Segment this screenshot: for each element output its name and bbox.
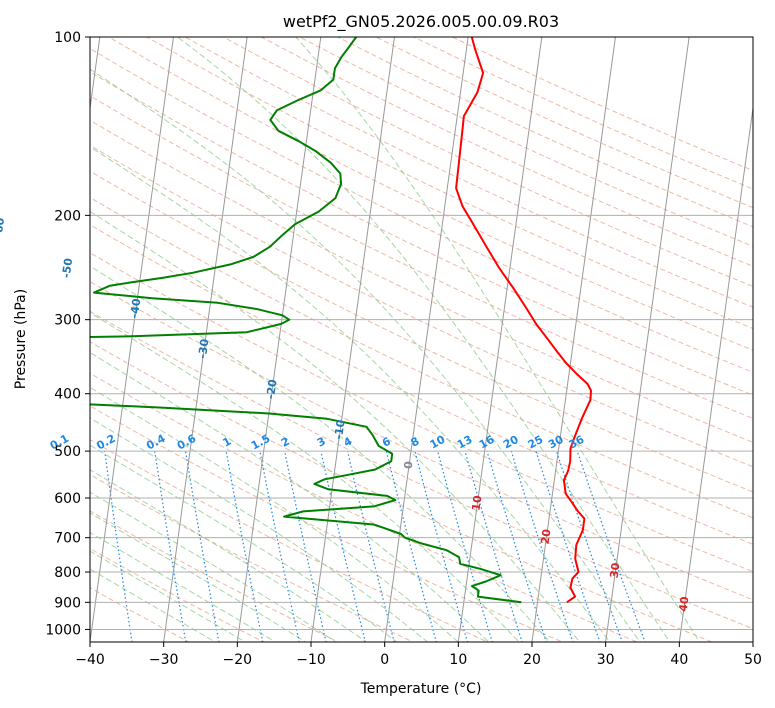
isotherms bbox=[90, 37, 753, 642]
moist-adiabat bbox=[90, 491, 337, 642]
y-axis-label: Pressure (hPa) bbox=[13, 289, 29, 389]
moist-adiabat bbox=[90, 550, 247, 642]
moist-adiabat bbox=[295, 37, 701, 642]
dry-adiabat bbox=[90, 310, 753, 630]
x-tick-label: 20 bbox=[523, 652, 541, 668]
dry-adiabat bbox=[90, 144, 753, 468]
chart-title: wetPf2_GN05.2026.005.00.09.R03 bbox=[283, 12, 559, 32]
isotherm-line bbox=[90, 37, 174, 642]
mixing-ratio-label: 20 bbox=[501, 433, 521, 452]
isotherm-line bbox=[752, 638, 753, 642]
isotherm-line bbox=[310, 37, 395, 642]
isotherm-label: -30 bbox=[196, 338, 212, 360]
y-tick-label: 200 bbox=[54, 208, 81, 224]
moist-adiabat bbox=[90, 531, 277, 642]
temperature-profile-line bbox=[455, 37, 592, 604]
dry-adiabat bbox=[90, 587, 190, 642]
isotherm-line bbox=[384, 37, 469, 642]
plot-frame bbox=[89, 36, 754, 643]
moist-adiabat bbox=[176, 37, 671, 642]
isotherm-label: 30 bbox=[608, 562, 623, 579]
isotherm-label: 20 bbox=[539, 528, 554, 545]
isotherm-label: -10 bbox=[332, 419, 348, 441]
x-tick-label: 40 bbox=[670, 652, 688, 668]
isotherm-label: -50 bbox=[60, 257, 76, 279]
pressure-gridlines bbox=[90, 37, 753, 630]
plot-background bbox=[90, 37, 753, 642]
y-tick-label: 1000 bbox=[45, 622, 81, 638]
dry-adiabat bbox=[90, 547, 265, 642]
isotherm-line bbox=[163, 37, 248, 642]
moist-adiabat bbox=[90, 68, 641, 642]
isotherm-line bbox=[236, 37, 322, 642]
moist-adiabat bbox=[90, 568, 217, 642]
x-axis-label: Temperature (°C) bbox=[360, 681, 482, 697]
isotherm-label: -60 bbox=[0, 217, 7, 239]
moist-adiabat bbox=[90, 265, 551, 642]
moist-adiabat bbox=[90, 386, 459, 642]
dry-adiabat bbox=[146, 37, 753, 330]
x-tick-label: −40 bbox=[75, 652, 105, 668]
x-tick-label: −20 bbox=[223, 652, 253, 668]
dry-adiabat bbox=[90, 48, 753, 373]
isotherm-label: 40 bbox=[677, 595, 692, 612]
dry-adiabat bbox=[90, 170, 753, 493]
x-tick-label: −30 bbox=[149, 652, 179, 668]
isotherm-line bbox=[457, 37, 543, 642]
isotherm-line bbox=[678, 104, 753, 642]
y-tick-label: 900 bbox=[54, 595, 81, 611]
y-tick-label: 700 bbox=[54, 531, 81, 547]
isotherm-line bbox=[531, 37, 616, 642]
mixing-ratio-label: 36 bbox=[567, 433, 587, 452]
moist-adiabat bbox=[90, 469, 368, 642]
dry-adiabat bbox=[90, 95, 753, 420]
isotherm-label: 0 bbox=[402, 460, 416, 470]
dry-adiabat bbox=[90, 405, 564, 642]
moist-adiabat bbox=[90, 146, 611, 642]
x-tick-label: 50 bbox=[744, 652, 762, 668]
isopleth-labels: -100-90-80-70-60-50-40-30-20-10010203040… bbox=[0, 217, 692, 613]
y-tick-label: 500 bbox=[54, 444, 81, 460]
x-tick-label: 30 bbox=[597, 652, 615, 668]
y-tick-label: 800 bbox=[54, 565, 81, 581]
isotherm-line bbox=[605, 37, 690, 642]
moist-adiabat bbox=[90, 311, 520, 642]
x-tick-label: 10 bbox=[449, 652, 467, 668]
axis-ticks: −40 −30 −20 −10 0 10 20 30 40 5010020030040050060… bbox=[45, 30, 762, 668]
y-tick-label: 100 bbox=[54, 30, 81, 46]
y-tick-label: 400 bbox=[54, 387, 81, 403]
y-tick-label: 600 bbox=[54, 491, 81, 507]
data-series bbox=[90, 37, 592, 604]
dry-adiabat bbox=[108, 37, 753, 351]
y-tick-label: 300 bbox=[54, 313, 81, 329]
mixing-ratio-label: 16 bbox=[477, 433, 497, 452]
x-tick-label: −10 bbox=[296, 652, 326, 668]
mixing-ratio-label: 13 bbox=[455, 433, 475, 452]
moist-adiabat bbox=[90, 352, 490, 642]
dewpoint-profile-line bbox=[90, 37, 522, 604]
dry-adiabat bbox=[90, 119, 753, 443]
mixing-ratio-label: 10 bbox=[428, 433, 448, 452]
isotherm-label: 10 bbox=[470, 494, 485, 511]
moist-adiabat bbox=[90, 210, 581, 642]
x-tick-label: 0 bbox=[380, 652, 389, 668]
isotherm-label: -40 bbox=[128, 297, 144, 319]
mixing-ratio-label: 25 bbox=[526, 433, 546, 452]
mixing-ratio-label: 30 bbox=[546, 433, 566, 452]
moist-adiabat bbox=[90, 444, 398, 642]
isotherm-label: -20 bbox=[264, 378, 280, 400]
